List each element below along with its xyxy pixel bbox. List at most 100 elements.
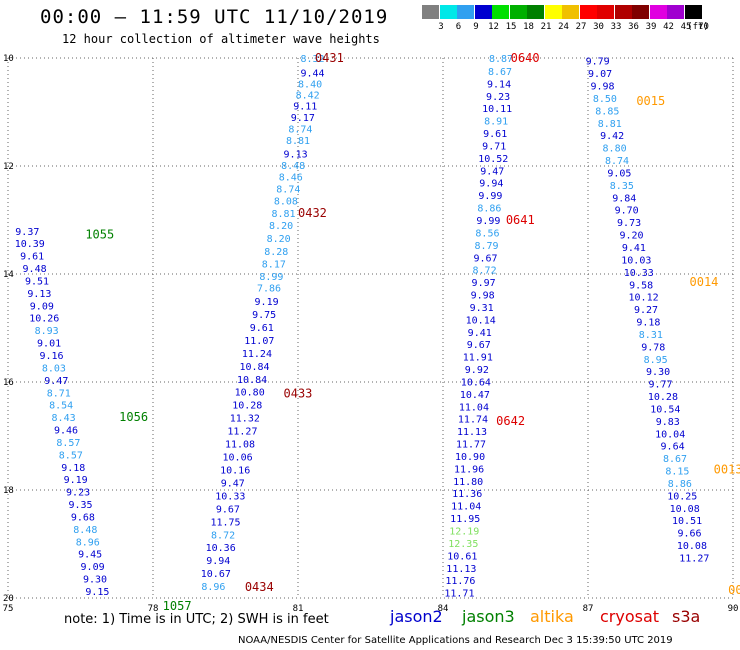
data-point-label: 11.04 <box>451 502 481 513</box>
data-point-label: 9.09 <box>81 562 105 573</box>
data-point-label: 7.86 <box>257 284 281 295</box>
data-point-label: 10.39 <box>15 239 45 250</box>
scale-label: 70 <box>698 22 709 32</box>
data-point-label: 10.03 <box>621 255 651 266</box>
legend-s3a: s3a <box>672 607 701 626</box>
scale-label: 33 <box>610 22 622 32</box>
data-point-label: 9.14 <box>487 79 511 90</box>
data-point-label: 8.86 <box>668 479 692 490</box>
scale-label: 18 <box>523 22 534 32</box>
data-point-label: 11.13 <box>457 427 487 438</box>
time-annotation: 0012 <box>728 583 740 597</box>
data-point-label: 9.61 <box>20 252 44 263</box>
data-point-label: 9.78 <box>641 342 665 353</box>
data-point-label: 9.70 <box>615 206 639 217</box>
data-point-label: 9.15 <box>85 587 109 598</box>
scale-label: 39 <box>645 22 657 32</box>
x-tick-label: 87 <box>583 604 594 614</box>
data-point-label: 9.35 <box>68 500 92 511</box>
data-point-label: 8.80 <box>603 144 627 155</box>
data-point-label: 9.47 <box>480 166 504 177</box>
data-point-label: 9.17 <box>291 113 315 124</box>
data-point-label: 8.03 <box>42 363 66 374</box>
data-point-label: 9.41 <box>468 328 492 339</box>
data-point-label: 8.81 <box>271 209 295 220</box>
data-point-label: 9.45 <box>78 550 102 561</box>
data-point-label: 9.23 <box>66 488 90 499</box>
y-tick-label: 16 <box>3 378 14 388</box>
scale-label: 21 <box>540 22 552 32</box>
data-point-label: 9.79 <box>586 57 610 68</box>
data-point-label: 11.95 <box>450 514 480 525</box>
data-point-label: 9.30 <box>646 367 670 378</box>
data-point-label: 9.47 <box>44 376 68 387</box>
data-point-label: 8.35 <box>610 181 634 192</box>
time-annotation: 0641 <box>506 213 535 227</box>
data-point-label: 8.08 <box>274 197 298 208</box>
data-point-label: 8.86 <box>477 204 501 215</box>
data-point-label: 8.72 <box>211 530 235 541</box>
data-point-label: 9.19 <box>64 475 88 486</box>
data-point-label: 9.37 <box>15 227 39 238</box>
data-point-label: 10.67 <box>201 569 231 580</box>
data-point-label: 9.18 <box>636 318 660 329</box>
legend-altika: altika <box>530 607 574 626</box>
scale-swatch <box>632 5 649 19</box>
time-annotation: 0013 <box>714 462 740 476</box>
data-point-label: 8.57 <box>59 450 83 461</box>
data-point-label: 8.57 <box>56 438 80 449</box>
data-point-label: 9.41 <box>622 243 646 254</box>
data-point-label: 9.83 <box>656 417 680 428</box>
data-point-label: 9.11 <box>293 102 317 113</box>
legend-jason2: jason2 <box>390 607 443 626</box>
time-annotation: 0014 <box>690 275 719 289</box>
scale-swatch <box>684 5 702 19</box>
scale-unit: (ft) <box>687 22 709 32</box>
scale-label: 6 <box>455 22 462 32</box>
data-point-label: 9.09 <box>30 301 54 312</box>
time-annotation: 0640 <box>511 51 540 65</box>
scale-swatch <box>509 5 527 19</box>
data-point-label: 10.11 <box>482 104 512 115</box>
data-point-label: 10.51 <box>672 516 702 527</box>
data-point-label: 8.71 <box>47 388 71 399</box>
data-point-label: 10.08 <box>677 541 707 552</box>
data-point-label: 9.84 <box>612 193 636 204</box>
data-point-label: 9.31 <box>470 303 494 314</box>
data-point-label: 11.36 <box>452 489 482 500</box>
data-point-label: 8.15 <box>665 467 689 478</box>
scale-label: 27 <box>575 22 587 32</box>
data-point-label: 9.48 <box>23 264 47 275</box>
data-point-label: 8.48 <box>281 161 305 172</box>
scale-label: 24 <box>558 22 569 32</box>
data-point-label: 8.96 <box>76 537 100 548</box>
data-point-label: 8.20 <box>269 221 293 232</box>
data-point-label: 8.85 <box>595 106 619 117</box>
y-tick-label: 12 <box>3 162 14 172</box>
data-point-label: 9.94 <box>479 179 503 190</box>
chart-title: 00:00 — 11:59 UTC 11/10/2019 <box>40 6 389 28</box>
data-point-label: 10.14 <box>466 315 496 326</box>
data-point-label: 8.46 <box>279 172 303 183</box>
data-point-label: 10.64 <box>461 377 491 388</box>
data-point-label: 8.74 <box>605 156 629 167</box>
data-point-label: 8.95 <box>644 355 668 366</box>
x-tick-label: 90 <box>728 604 739 614</box>
data-point-label: 10.26 <box>29 314 59 325</box>
data-point-label: 10.52 <box>478 154 508 165</box>
data-point-label: 11.13 <box>446 564 476 575</box>
data-point-label: 10.33 <box>624 268 654 279</box>
data-point-label: 9.68 <box>71 512 95 523</box>
data-point-label: 10.84 <box>237 375 267 386</box>
scale-swatch <box>614 5 632 19</box>
scale-swatch <box>597 5 614 19</box>
data-point-label: 12.35 <box>448 539 478 550</box>
data-point-label: 9.61 <box>250 323 274 334</box>
data-point-label: 11.07 <box>244 336 274 347</box>
data-point-label: 8.67 <box>488 67 512 78</box>
data-point-label: 11.24 <box>242 349 272 360</box>
data-point-label: 8.74 <box>288 125 312 136</box>
data-point-label: 10.80 <box>235 388 265 399</box>
data-point-label: 9.07 <box>588 69 612 80</box>
data-point-label: 10.54 <box>650 404 680 415</box>
